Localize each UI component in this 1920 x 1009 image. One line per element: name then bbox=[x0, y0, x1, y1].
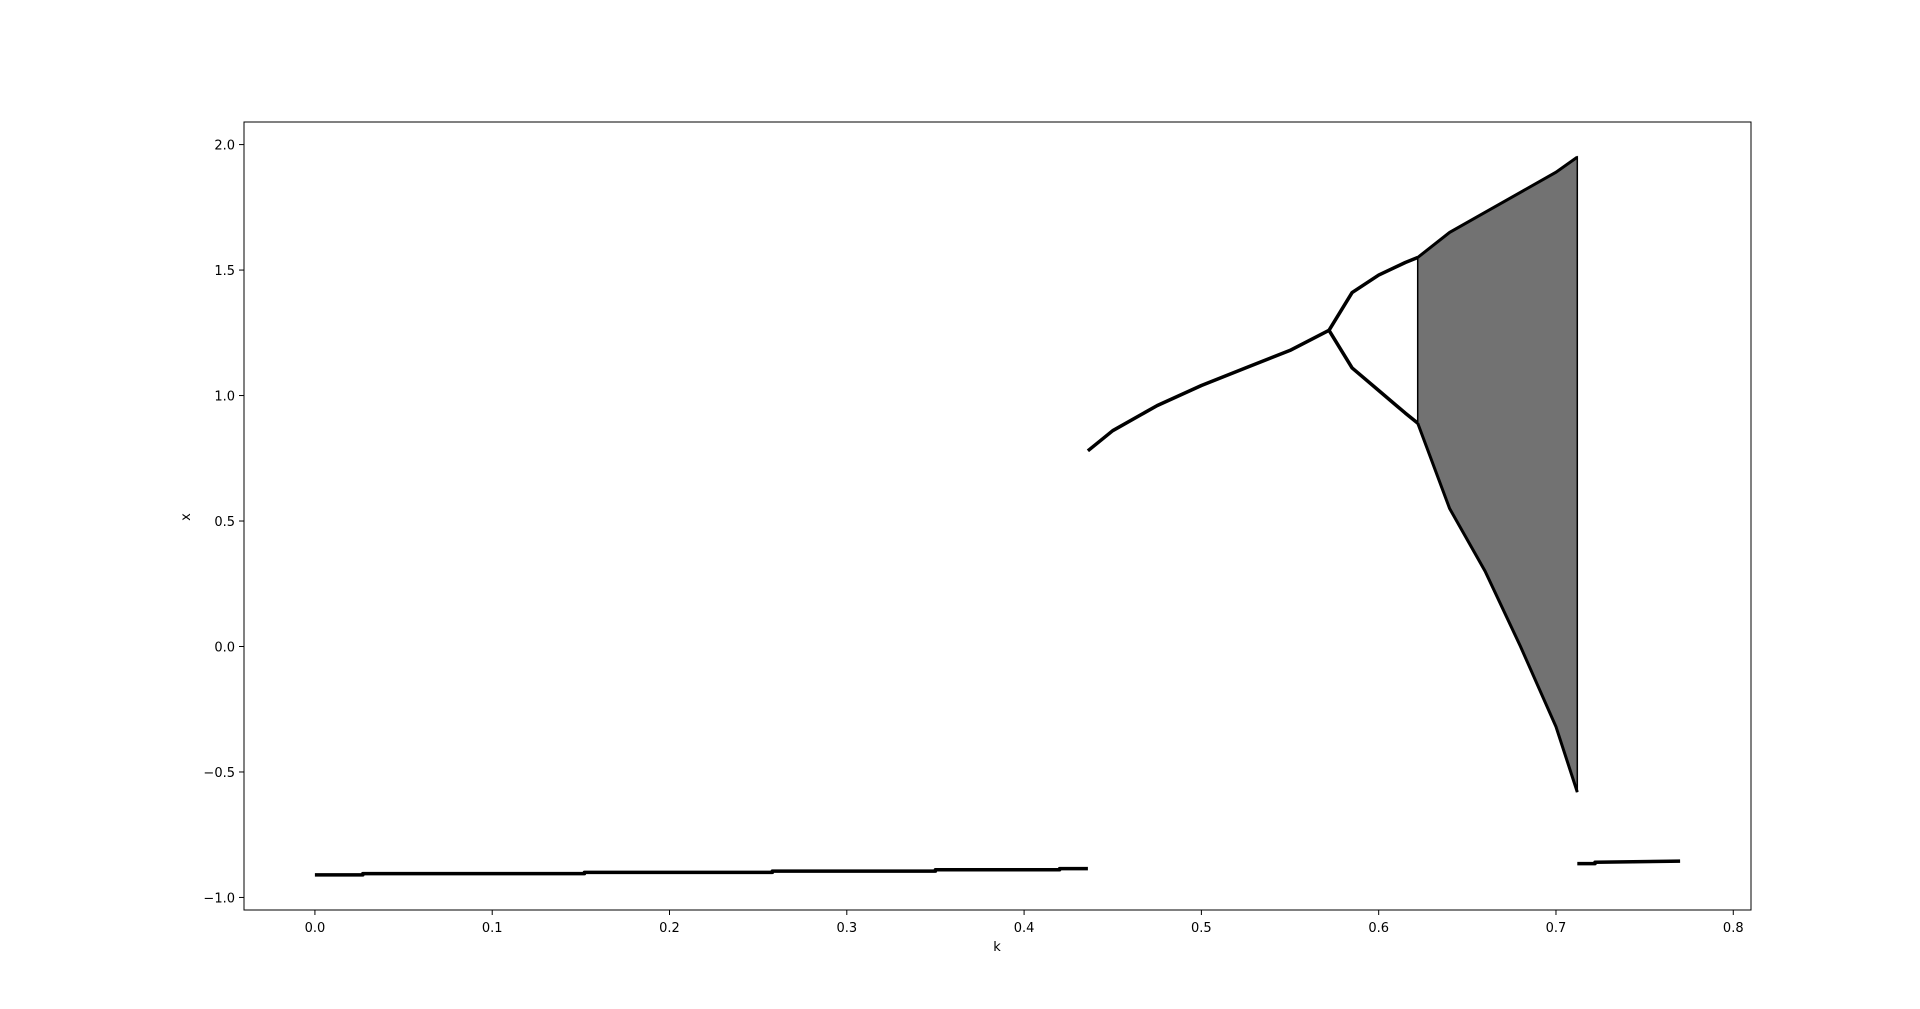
x-tick-label: 0.2 bbox=[659, 921, 680, 936]
y-tick-label: 1.5 bbox=[214, 264, 235, 279]
y-axis-label: x bbox=[179, 513, 194, 521]
series-line bbox=[1327, 329, 1419, 425]
y-axis-ticks: −1.0 −0.5 0.0 0.5 1.0 1.5 2.0 bbox=[203, 139, 244, 906]
chart-marks bbox=[314, 155, 1681, 877]
x-tick-label: 0.8 bbox=[1723, 921, 1744, 936]
x-tick-label: 0.7 bbox=[1546, 921, 1567, 936]
series-line bbox=[1327, 255, 1419, 332]
x-tick-label: 0.0 bbox=[305, 921, 326, 936]
x-tick-label: 0.6 bbox=[1368, 921, 1389, 936]
y-tick-label: −1.0 bbox=[203, 891, 235, 906]
series-line bbox=[1416, 155, 1579, 259]
y-tick-label: 0.5 bbox=[214, 515, 235, 530]
plot-frame bbox=[243, 121, 1752, 911]
y-tick-label: 0.0 bbox=[214, 640, 235, 655]
x-tick-label: 0.1 bbox=[482, 921, 503, 936]
y-tick-label: 2.0 bbox=[214, 139, 235, 154]
y-tick-label: −0.5 bbox=[203, 766, 235, 781]
series-line bbox=[1086, 328, 1330, 453]
x-tick-label: 0.5 bbox=[1191, 921, 1212, 936]
x-tick-label: 0.4 bbox=[1014, 921, 1035, 936]
y-tick-label: 1.0 bbox=[214, 390, 235, 405]
series-line bbox=[1577, 859, 1681, 866]
series-line bbox=[1416, 422, 1579, 793]
x-axis-ticks: 0.0 0.1 0.2 0.3 0.4 0.5 0.6 0.7 0.8 bbox=[305, 910, 1744, 936]
x-axis-label: k bbox=[993, 940, 1001, 955]
x-tick-label: 0.3 bbox=[836, 921, 857, 936]
series-line bbox=[314, 866, 1088, 877]
